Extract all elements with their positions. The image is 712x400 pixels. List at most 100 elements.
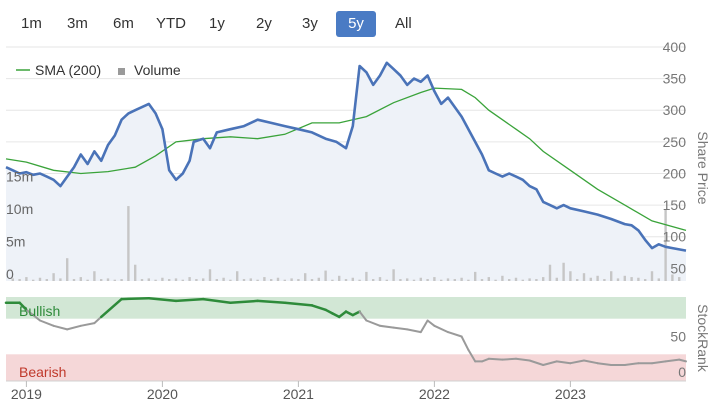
volume-bar bbox=[610, 271, 613, 281]
stockrank-segment bbox=[344, 310, 355, 317]
range-all-button[interactable]: All bbox=[386, 11, 421, 37]
price-tick-label: 50 bbox=[670, 260, 686, 276]
volume-axis-ticks: 0 5m 10m 15m bbox=[6, 168, 33, 282]
volume-bar bbox=[589, 277, 592, 281]
stockrank-segment bbox=[392, 326, 409, 331]
volume-bar bbox=[453, 279, 456, 281]
stockrank-segment bbox=[324, 308, 334, 315]
stockrank-segment bbox=[419, 319, 429, 334]
volume-bar bbox=[72, 279, 76, 281]
stockrank-segment bbox=[52, 324, 69, 331]
stockrank-tick-label: 50 bbox=[670, 329, 686, 345]
range-2y-button[interactable]: 2y bbox=[247, 11, 281, 37]
volume-bar bbox=[52, 273, 55, 281]
volume-bar bbox=[317, 277, 320, 281]
volume-bar bbox=[134, 264, 137, 281]
range-3m-button[interactable]: 3m bbox=[58, 11, 97, 37]
volume-bar bbox=[514, 277, 518, 281]
volume-bar bbox=[18, 279, 21, 281]
volume-bar bbox=[174, 278, 178, 281]
volume-bar bbox=[242, 279, 246, 281]
volume-bar bbox=[596, 275, 599, 281]
range-1y-button[interactable]: 1y bbox=[200, 11, 234, 37]
stockrank-segment bbox=[678, 358, 687, 363]
volume-bar bbox=[297, 279, 300, 281]
volume-bar bbox=[399, 279, 402, 281]
volume-bar bbox=[249, 278, 252, 281]
volume-bar bbox=[127, 206, 130, 281]
volume-bar bbox=[25, 277, 28, 281]
volume-bar bbox=[100, 279, 103, 281]
stockrank-segment bbox=[515, 357, 531, 362]
volume-bar bbox=[222, 277, 225, 281]
stockrank-segment bbox=[501, 357, 517, 361]
x-tick-label: 2020 bbox=[147, 386, 178, 400]
stockrank-segment bbox=[379, 324, 395, 329]
volume-bar bbox=[630, 277, 633, 281]
stockrank-segment bbox=[487, 357, 504, 361]
volume-bar bbox=[344, 279, 348, 281]
stockrank-segment bbox=[467, 348, 477, 363]
x-tick-labels: 2019 2020 2021 2022 2023 bbox=[11, 386, 586, 400]
volume-bar bbox=[555, 277, 558, 281]
stockrank-segment bbox=[460, 335, 470, 351]
stockrank-segment bbox=[25, 308, 41, 322]
legend-sma-label: SMA (200) bbox=[35, 62, 101, 78]
stockrank-segment bbox=[93, 315, 103, 325]
stockrank-segment bbox=[337, 310, 348, 319]
volume-bar bbox=[106, 278, 110, 281]
volume-bar bbox=[331, 279, 334, 281]
volume-bar bbox=[440, 279, 443, 281]
price-line bbox=[5, 61, 687, 252]
volume-bar bbox=[576, 279, 579, 281]
price-tick-label: 200 bbox=[663, 165, 687, 181]
volume-bar bbox=[147, 278, 150, 281]
volume-bar bbox=[678, 277, 681, 281]
price-tick-label: 150 bbox=[663, 197, 687, 213]
range-ytd-button[interactable]: YTD bbox=[147, 11, 195, 37]
volume-bar bbox=[535, 279, 538, 281]
volume-bars bbox=[11, 206, 681, 281]
stockrank-segment bbox=[201, 297, 232, 304]
volume-bar bbox=[474, 271, 477, 281]
legend: SMA (200) Volume bbox=[16, 62, 181, 78]
stockrank-segment bbox=[18, 301, 28, 312]
volume-bar bbox=[215, 279, 218, 281]
volume-bar bbox=[93, 271, 96, 281]
stockrank-segment bbox=[79, 322, 96, 327]
stockrank-segment bbox=[365, 319, 381, 327]
volume-bar bbox=[283, 279, 286, 281]
volume-bar bbox=[202, 278, 205, 281]
price-axis-ticks: 50 100 150 200 250 300 350 400 bbox=[663, 39, 687, 276]
range-3y-button[interactable]: 3y bbox=[293, 11, 327, 37]
stockrank-segment bbox=[528, 359, 545, 366]
volume-bar bbox=[324, 270, 327, 281]
volume-bar bbox=[657, 278, 660, 281]
volume-bar bbox=[59, 278, 62, 281]
stockrank-segment bbox=[447, 331, 463, 338]
stockrank-segment bbox=[555, 360, 572, 365]
range-6m-button[interactable]: 6m bbox=[104, 11, 143, 37]
volume-bar bbox=[412, 279, 416, 281]
stockrank-line bbox=[4, 296, 687, 366]
volume-bar bbox=[358, 279, 361, 281]
price-tick-label: 400 bbox=[663, 39, 687, 55]
volume-bar bbox=[487, 277, 490, 281]
price-tick-label: 350 bbox=[663, 71, 687, 87]
volume-bar bbox=[419, 277, 422, 281]
volume-bar bbox=[229, 279, 232, 281]
range-5y-button[interactable]: 5y bbox=[336, 11, 376, 37]
stockrank-segment bbox=[39, 319, 55, 327]
stockrank-segment bbox=[651, 360, 667, 365]
volume-bar bbox=[113, 279, 116, 281]
volume-bar bbox=[548, 264, 552, 281]
stockrank-segment bbox=[596, 362, 613, 366]
stockrank-segment bbox=[229, 299, 259, 304]
stockrank-segment bbox=[310, 304, 327, 312]
stockrank-segment bbox=[569, 359, 585, 365]
volume-bar bbox=[446, 278, 450, 281]
volume-bar bbox=[168, 279, 171, 281]
stockrank-axis-ticks: 0 50 bbox=[670, 329, 686, 381]
range-1m-button[interactable]: 1m bbox=[12, 11, 51, 37]
